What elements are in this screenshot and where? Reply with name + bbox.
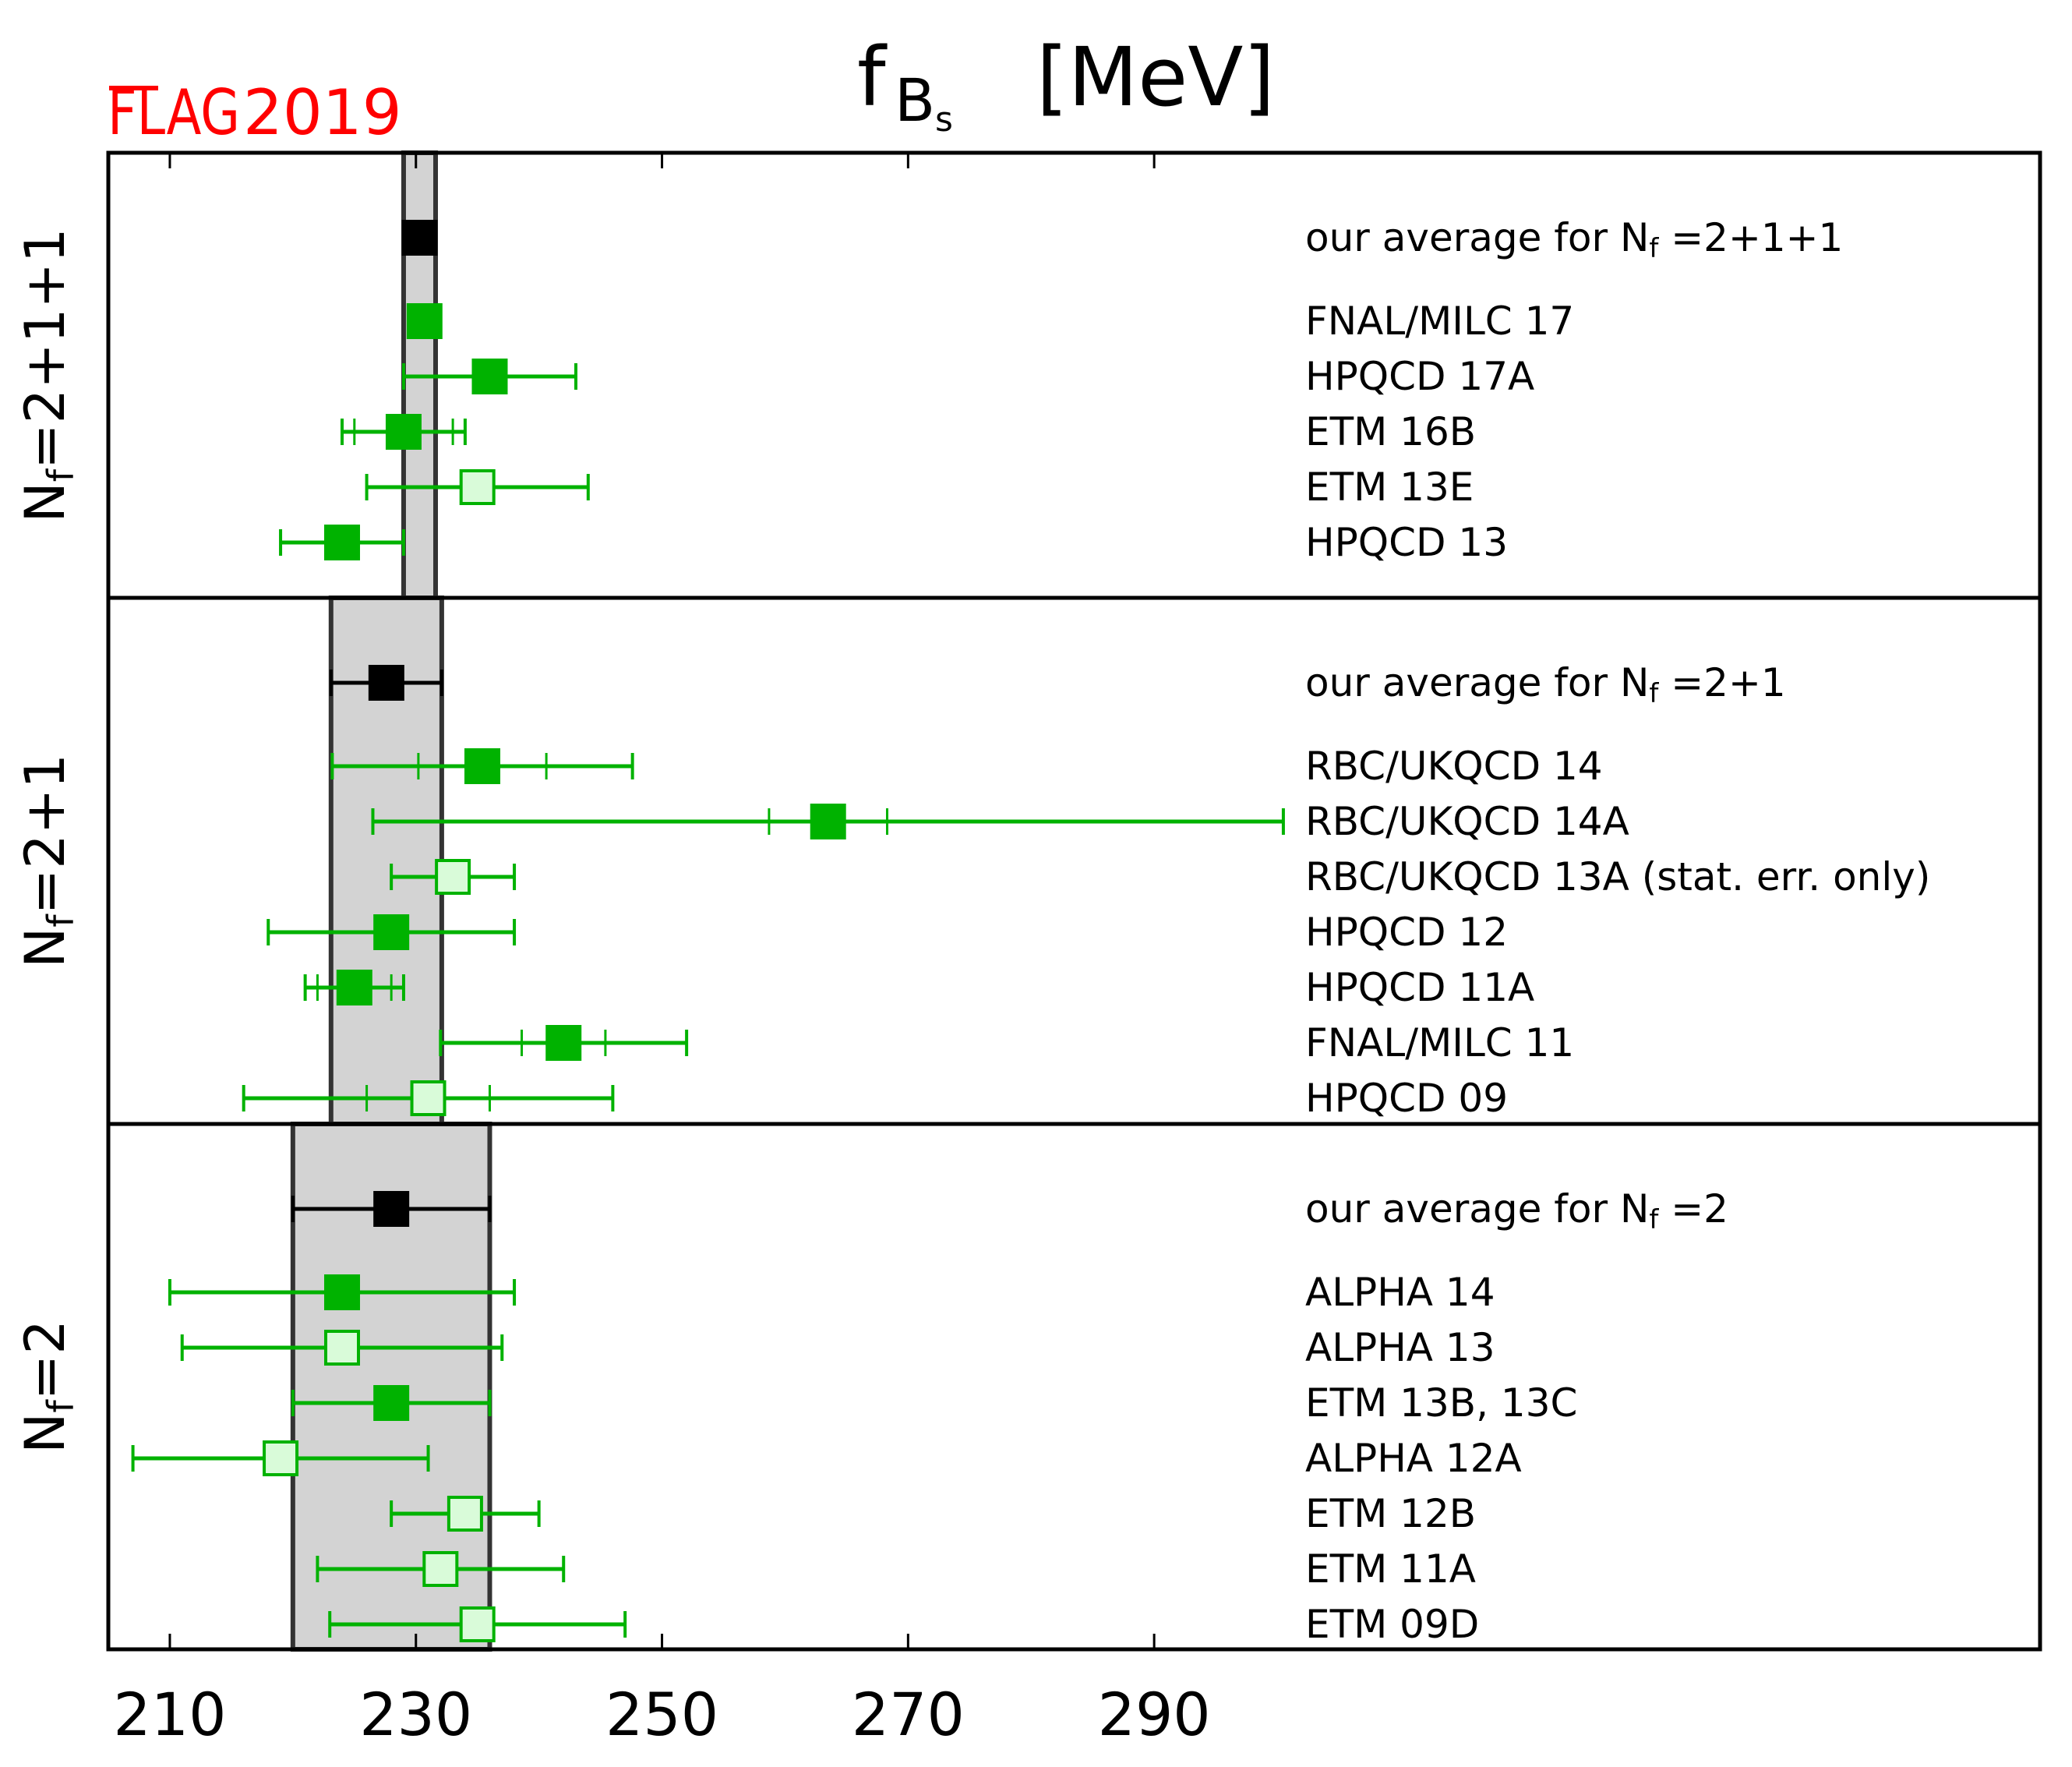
result-label: HPQCD 11A [1305, 965, 1534, 1010]
result-label: FNAL/MILC 11 [1305, 1020, 1574, 1066]
result-marker-filled [545, 1025, 582, 1061]
title-unit: [MeV] [1036, 30, 1275, 125]
plot-frame [106, 150, 2042, 1652]
plot-area: 210 230 250 270 290 Nf=2+1+1 our average for N… [13, 150, 2042, 1749]
panel-label: Nf=2+1+1 [13, 228, 82, 522]
result-label: ALPHA 12A [1305, 1436, 1522, 1481]
result-marker-filled [324, 1274, 361, 1310]
result-marker-filled [324, 525, 361, 560]
result-marker-open [422, 1551, 459, 1587]
result-marker-open [410, 1080, 447, 1116]
result-label: RBC/UKQCD 13A (stat. err. only) [1305, 854, 1930, 899]
result-marker-filled [406, 303, 443, 339]
logo-prefix: FLAG [108, 76, 240, 149]
average-label: our average for Nf =2+1 [1305, 660, 1786, 709]
result-label: HPQCD 17A [1305, 354, 1534, 399]
x-tick-label: 250 [605, 1680, 718, 1749]
average-label: our average for Nf =2 [1305, 1186, 1728, 1235]
average-marker [373, 1191, 410, 1227]
result-marker-open [447, 1496, 483, 1532]
result-label: ETM 16B [1305, 409, 1476, 454]
logo-overline [109, 86, 158, 90]
x-tick-label: 270 [852, 1680, 965, 1749]
title-subscript: B [895, 65, 935, 135]
result-marker-open [435, 859, 471, 895]
result-marker-filled [385, 414, 422, 450]
x-tick-label: 230 [359, 1680, 472, 1749]
panel-label: Nf=2 [13, 1320, 82, 1454]
result-label: RBC/UKQCD 14 [1305, 744, 1603, 789]
result-label: ETM 13B, 13C [1305, 1380, 1577, 1426]
result-marker-open [324, 1330, 361, 1366]
panel-label: Nf=2+1 [13, 754, 82, 968]
result-label: ETM 12B [1305, 1491, 1476, 1536]
result-label: ETM 11A [1305, 1546, 1476, 1592]
x-tick-label: 290 [1098, 1680, 1211, 1749]
logo-year: 2019 [243, 76, 402, 149]
result-label: RBC/UKQCD 14A [1305, 799, 1629, 844]
x-tick-label: 210 [113, 1680, 226, 1749]
result-label: HPQCD 13 [1305, 520, 1508, 565]
result-marker-filled [373, 914, 410, 950]
result-marker-filled [471, 359, 508, 394]
result-label: ALPHA 14 [1305, 1270, 1495, 1315]
title-subsubscript: s [935, 100, 953, 140]
result-marker-filled [373, 1385, 410, 1421]
title-symbol: f [857, 30, 888, 125]
average-label: our average for Nf =2+1+1 [1305, 215, 1843, 264]
result-label: HPQCD 09 [1305, 1076, 1508, 1121]
result-label: ETM 13E [1305, 465, 1474, 510]
result-label: FNAL/MILC 17 [1305, 299, 1574, 344]
result-label: ETM 09D [1305, 1602, 1479, 1647]
result-marker-filled [336, 970, 372, 1005]
result-marker-filled [810, 804, 846, 839]
flag-logo: FLAG 2019 [108, 76, 402, 149]
result-label: HPQCD 12 [1305, 910, 1508, 955]
chart-title: f B s [MeV] [857, 30, 1275, 140]
result-marker-open [263, 1440, 299, 1476]
result-marker-open [459, 469, 496, 505]
result-label: ALPHA 13 [1305, 1325, 1495, 1370]
result-marker-filled [464, 748, 501, 784]
result-marker-open [459, 1606, 496, 1642]
average-marker [401, 220, 438, 256]
average-marker [368, 665, 404, 701]
